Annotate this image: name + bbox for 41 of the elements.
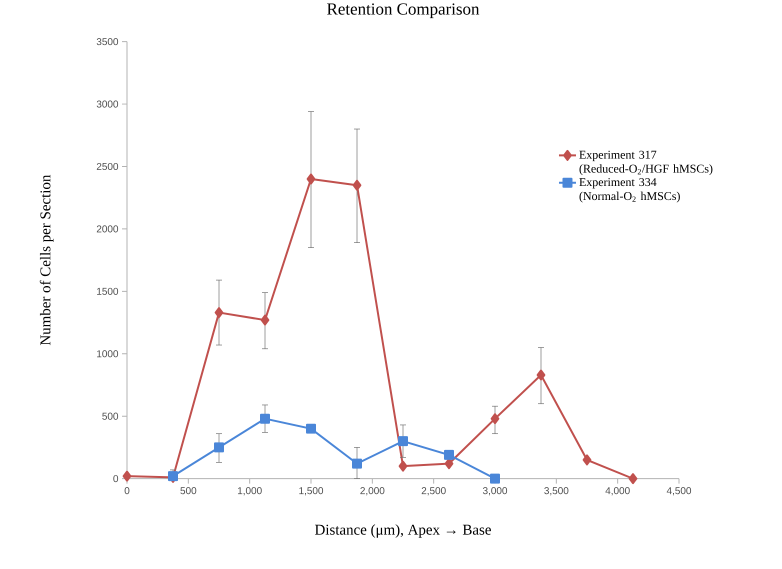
y-tick-label: 500 [102,412,118,420]
point [536,370,546,381]
point [122,470,132,482]
point [214,442,224,453]
point [260,314,270,326]
point [444,458,454,470]
x-tick-label: 1,000 [238,487,262,496]
point [444,450,454,460]
y-tick-label: 1500 [97,288,118,296]
point [490,413,500,424]
point [398,436,408,446]
point [582,454,592,466]
x-tick-label: 1,500 [299,487,324,496]
x-tick-label: 4,000 [605,487,630,496]
legend-label: Experiment 317 (Reduced-O$_{2}$/HGF hMSCs) [579,150,712,176]
x-tick-label: 4,500 [666,487,692,496]
x-tick-label: 2,500 [422,487,446,496]
legend-label: Experiment 334 (Normal-O$_{2}$ hMSCs) [579,178,680,203]
x-tick-label: 0 [124,487,130,494]
point [214,307,224,318]
y-axis-title: Number of Cells per Section [40,175,54,346]
point [490,474,500,484]
point [260,414,270,424]
point [306,424,316,434]
chart-title: Retention Comparison [327,4,480,18]
y-tick-label: 1000 [97,350,118,358]
y-tick-label: 3500 [96,38,118,46]
point [628,473,638,484]
point [352,458,362,469]
x-tick-label: 3,500 [544,487,568,496]
y-tick-label: 2000 [96,226,118,233]
y-tick-label: 2500 [96,163,118,170]
x-axis-title: Distance (μm), Apex → Base [314,524,491,538]
y-tick-label: 3000 [96,100,118,108]
x-tick-label: 500 [180,487,196,494]
x-tick-label: 2,000 [360,487,384,496]
point [306,174,316,185]
y-tick-label: 0 [113,475,118,482]
x-tick-label: 3,000 [482,487,508,496]
point [352,180,362,191]
point [398,460,408,472]
